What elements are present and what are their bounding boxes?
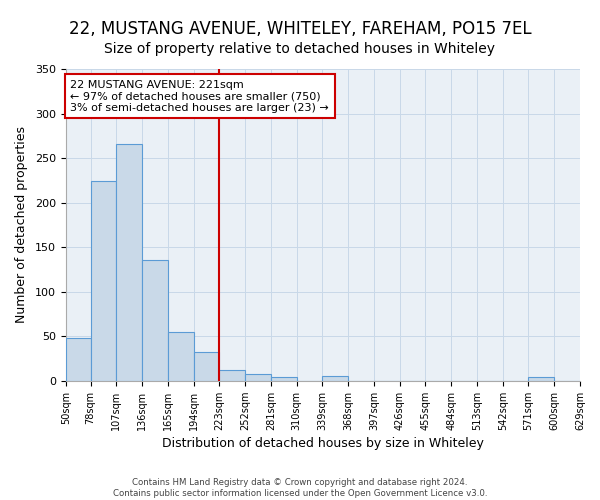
Text: 22 MUSTANG AVENUE: 221sqm
← 97% of detached houses are smaller (750)
3% of semi-: 22 MUSTANG AVENUE: 221sqm ← 97% of detac… — [70, 80, 329, 113]
Text: Contains HM Land Registry data © Crown copyright and database right 2024.
Contai: Contains HM Land Registry data © Crown c… — [113, 478, 487, 498]
Bar — [271, 378, 296, 381]
Bar — [529, 378, 554, 381]
Text: Size of property relative to detached houses in Whiteley: Size of property relative to detached ho… — [104, 42, 496, 56]
Bar — [91, 182, 116, 381]
Bar — [194, 352, 220, 381]
Bar — [245, 374, 271, 381]
Bar — [142, 260, 168, 381]
Y-axis label: Number of detached properties: Number of detached properties — [15, 126, 28, 324]
Bar — [322, 376, 348, 381]
X-axis label: Distribution of detached houses by size in Whiteley: Distribution of detached houses by size … — [162, 437, 484, 450]
Text: 22, MUSTANG AVENUE, WHITELEY, FAREHAM, PO15 7EL: 22, MUSTANG AVENUE, WHITELEY, FAREHAM, P… — [68, 20, 532, 38]
Bar — [66, 338, 91, 381]
Bar — [168, 332, 194, 381]
Bar — [116, 144, 142, 381]
Bar — [220, 370, 245, 381]
